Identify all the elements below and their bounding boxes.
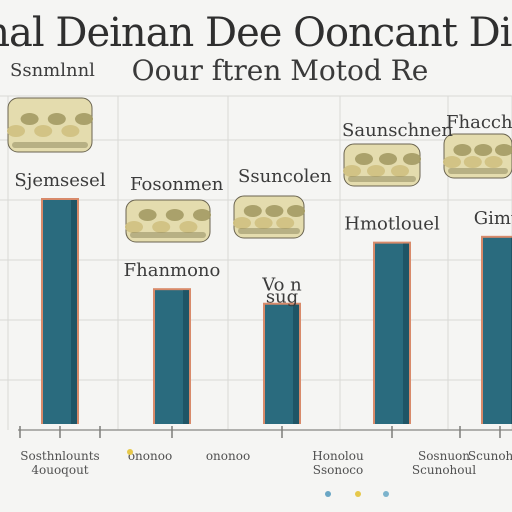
gold-nugget-image xyxy=(233,195,305,239)
chart-subtitle: Oour ftren Motod Re xyxy=(132,54,429,87)
x-tick-label: ononoo xyxy=(128,449,172,463)
image-label: Fosonmen xyxy=(130,174,224,195)
bar-label: Gimw xyxy=(474,208,512,229)
bar xyxy=(481,235,512,424)
bar xyxy=(41,198,79,424)
x-tick-label: Sosthnlounts xyxy=(20,449,99,463)
legend-dot xyxy=(127,449,133,455)
image-strip xyxy=(7,97,512,243)
image-label: Ssuncolen xyxy=(238,166,332,187)
x-tick-label: Honolou xyxy=(312,449,364,463)
bar-label: Fhanmono xyxy=(124,260,221,281)
image-label: Fhacchoun xyxy=(446,112,512,133)
x-tick-label: Ssonoco xyxy=(313,463,364,477)
bar-label: Vo n xyxy=(261,275,302,296)
image-label: Saunschnen xyxy=(342,120,453,141)
image-label: Ssnmlnnl xyxy=(10,60,95,81)
labels: Ssnmlnnl Fosonmen Ssuncolen SaunschnenFhacc… xyxy=(10,60,512,308)
bar-label: Hmotlouel xyxy=(344,214,440,235)
legend-dot xyxy=(383,491,389,497)
legend-dot xyxy=(355,491,361,497)
gold-nugget-image xyxy=(7,97,93,153)
gold-nugget-image xyxy=(443,133,512,179)
bar-label: Sjemsesel xyxy=(14,170,105,191)
x-tick-label: Scunohoul xyxy=(468,449,512,463)
gold-nugget-image xyxy=(343,143,421,187)
bar xyxy=(263,302,301,424)
bars xyxy=(41,198,512,424)
x-tick-label: 4ouoqout xyxy=(31,463,88,477)
bar-sublabel: sug xyxy=(266,287,298,308)
bar xyxy=(153,288,191,424)
legend-dot xyxy=(325,491,331,497)
x-tick-label: Sosnuon xyxy=(418,449,470,463)
chart-title: Oetimal Deinan Dee Ooncant Diegent xyxy=(0,10,512,56)
x-tick-label: Scunohoul xyxy=(412,463,476,477)
gold-nugget-image xyxy=(125,199,211,243)
x-tick-label: ononoo xyxy=(206,449,250,463)
bar xyxy=(373,241,411,424)
